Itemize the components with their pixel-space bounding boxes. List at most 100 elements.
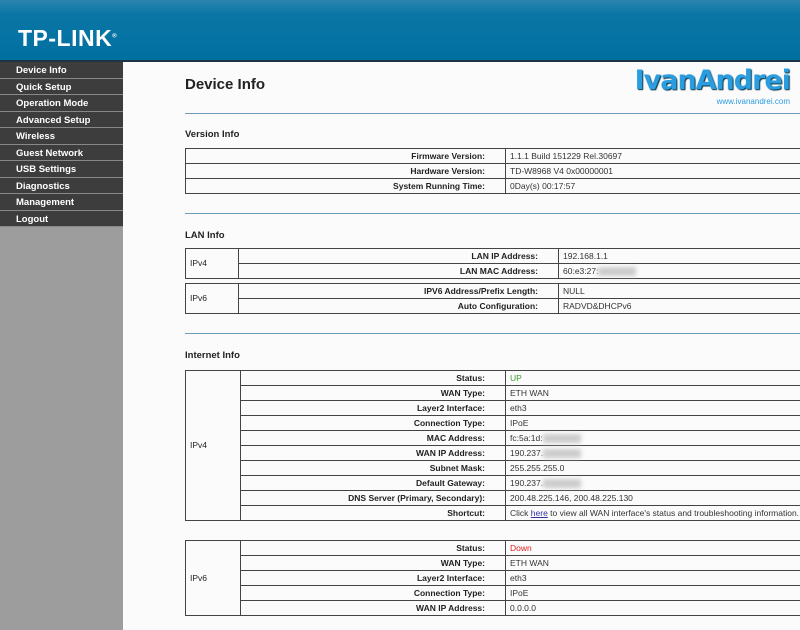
sidebar-item-wireless[interactable]: Wireless [0,128,123,145]
ipv6-address-prefix-length-label: IPV6 Address/Prefix Length: [238,283,559,299]
redacted-blur [543,448,582,458]
layer2-interface-label: Layer2 Interface: [240,400,506,416]
divider [185,113,800,114]
dns-server-primary-secondary-label: DNS Server (Primary, Secondary): [240,490,506,506]
system-running-time-label: System Running Time: [185,178,506,194]
table-row: Layer2 Interface: eth3 [186,570,800,586]
header: TP-LINK® [0,0,800,62]
table-row: WAN IP Address: 0.0.0.0 [186,600,800,616]
hardware-version-value: TD-W8968 V4 0x00000001 [510,165,614,176]
connection-type-label: Connection Type: [240,415,506,431]
watermark-logo: IvanAndrei www.ivanandrei.com [634,65,791,107]
wan-ip-address-label: WAN IP Address: [240,600,506,616]
wan-ip-address-value: 0.0.0.0 [510,602,536,613]
sidebar: Device Info Quick Setup Operation Mode A… [0,62,123,630]
table-row: Layer2 Interface: eth3 [186,400,800,416]
tp-link-logo: TP-LINK® [18,25,117,52]
lan-mac-address-label: LAN MAC Address: [238,263,559,279]
table-row: WAN IP Address: 190.237. [186,445,800,461]
subnet-mask-label: Subnet Mask: [240,460,506,476]
sidebar-item-logout[interactable]: Logout [0,210,123,227]
table-row: Firmware Version: 1.1.1 Build 151229 Rel.… [185,148,800,164]
shortcut-row: Shortcut: Click here to view all WAN inte… [186,505,800,521]
mac-address-label: MAC Address: [240,430,506,446]
shortcut-label: Shortcut: [240,505,506,521]
sidebar-item-advanced-setup[interactable]: Advanced Setup [0,111,123,128]
table-row: Auto Configuration: RADVD&DHCPv6 [186,298,800,314]
here-link[interactable]: here [530,507,548,518]
sidebar-item-quick-setup[interactable]: Quick Setup [0,78,123,95]
table-row: Hardware Version: TD-W8968 V4 0x00000001 [185,163,800,179]
sidebar-item-diagnostics[interactable]: Diagnostics [0,177,123,194]
logo-text: TP-LINK [18,25,113,51]
wan-type-value: ETH WAN [510,387,549,398]
table-row: System Running Time: 0Day(s) 00:17:57 [185,178,800,194]
version-info-table: Firmware Version: 1.1.1 Build 151229 Rel.… [185,148,800,194]
watermark-text: IvanAndrei [634,65,791,96]
sidebar-item-device-info[interactable]: Device Info [0,62,123,79]
table-row: Connection Type: IPoE [186,415,800,431]
layer2-interface-value: eth3 [510,572,527,583]
lan-mac-address-value: 60:e3:27: [563,265,599,276]
main-content: Device Info IvanAndrei www.ivanandrei.co… [123,62,800,630]
layer2-interface-label: Layer2 Interface: [240,570,506,586]
sidebar-item-usb-settings[interactable]: USB Settings [0,161,123,178]
status-label: Status: [240,540,506,556]
shortcut-text-post: to view all WAN interface's status and t… [547,507,800,518]
sidebar-item-management[interactable]: Management [0,194,123,211]
layer2-interface-value: eth3 [510,402,527,413]
table-row: LAN MAC Address: 60:e3:27: [186,263,800,279]
table-row: DNS Server (Primary, Secondary): 200.48.2… [186,490,800,506]
registered-mark: ® [112,33,118,40]
table-row: WAN Type: ETH WAN [186,385,800,401]
sidebar-item-guest-network[interactable]: Guest Network [0,144,123,161]
shortcut-text-pre: Click [510,507,531,518]
connection-type-label: Connection Type: [240,585,506,601]
system-running-time-value: 0Day(s) 00:17:57 [510,180,576,191]
auto-configuration-value: RADVD&DHCPv6 [563,300,632,311]
redacted-blur [543,478,582,488]
status-value: Down [510,542,532,553]
table-row: IPv6 IPV6 Address/Prefix Length: NULL [185,283,800,314]
subnet-mask-value: 255.255.255.0 [510,462,565,473]
lan-info-heading: LAN Info [185,230,225,241]
hardware-version-label: Hardware Version: [185,163,506,179]
firmware-version-value: 1.1.1 Build 151229 Rel.30697 [510,150,623,161]
lan-ipv6-table: IPv6 IPV6 Address/Prefix Length: NULL Auto … [185,283,800,314]
sidebar-item-operation-mode[interactable]: Operation Mode [0,95,123,112]
redacted-blur [542,433,581,443]
table-row: Connection Type: IPoE [186,585,800,601]
mac-address-value: fc:5a:1d: [510,432,543,443]
internet-ipv4-table: IPv4 Status: UP WAN Type: ETH WAN Layer2 Inte… [185,370,800,521]
divider [185,333,800,334]
internet-ipv6-table: IPv6 Status: Down WAN Type: ETH WAN Layer2 In… [185,540,800,616]
version-info-heading: Version Info [185,129,240,140]
ip-version-label: IPv6 [185,540,241,616]
internet-info-heading: Internet Info [185,350,240,361]
redacted-blur [598,266,637,276]
table-row: Subnet Mask: 255.255.255.0 [186,460,800,476]
wan-ip-address-label: WAN IP Address: [240,445,506,461]
lan-ipv4-table: IPv4 LAN IP Address: 192.168.1.1 LAN MAC Ad… [185,248,800,279]
status-value: UP [510,372,522,383]
ip-version-label: IPv4 [185,370,241,521]
wan-type-label: WAN Type: [240,555,506,571]
divider [185,213,800,214]
wan-type-value: ETH WAN [510,557,549,568]
table-row: WAN Type: ETH WAN [186,555,800,571]
table-row: IPv6 Status: Down [185,540,800,616]
table-row: IPv4 LAN IP Address: 192.168.1.1 [185,248,800,279]
wan-ip-address-value: 190.237. [510,447,544,458]
table-row: MAC Address: fc:5a:1d: [186,430,800,446]
status-label: Status: [240,370,506,386]
default-gateway-label: Default Gateway: [240,475,506,491]
default-gateway-value: 190.237. [510,477,544,488]
watermark-url: www.ivanandrei.com [716,97,790,106]
lan-ip-address-label: LAN IP Address: [238,248,559,264]
table-row: IPv4 Status: UP [185,370,800,521]
dns-server-primary-secondary-value: 200.48.225.146, 200.48.225.130 [510,492,633,503]
wan-type-label: WAN Type: [240,385,506,401]
ip-version-label: IPv4 [185,248,239,279]
ipv6-address-prefix-length-value: NULL [563,285,585,296]
page-title: Device Info [185,76,266,93]
